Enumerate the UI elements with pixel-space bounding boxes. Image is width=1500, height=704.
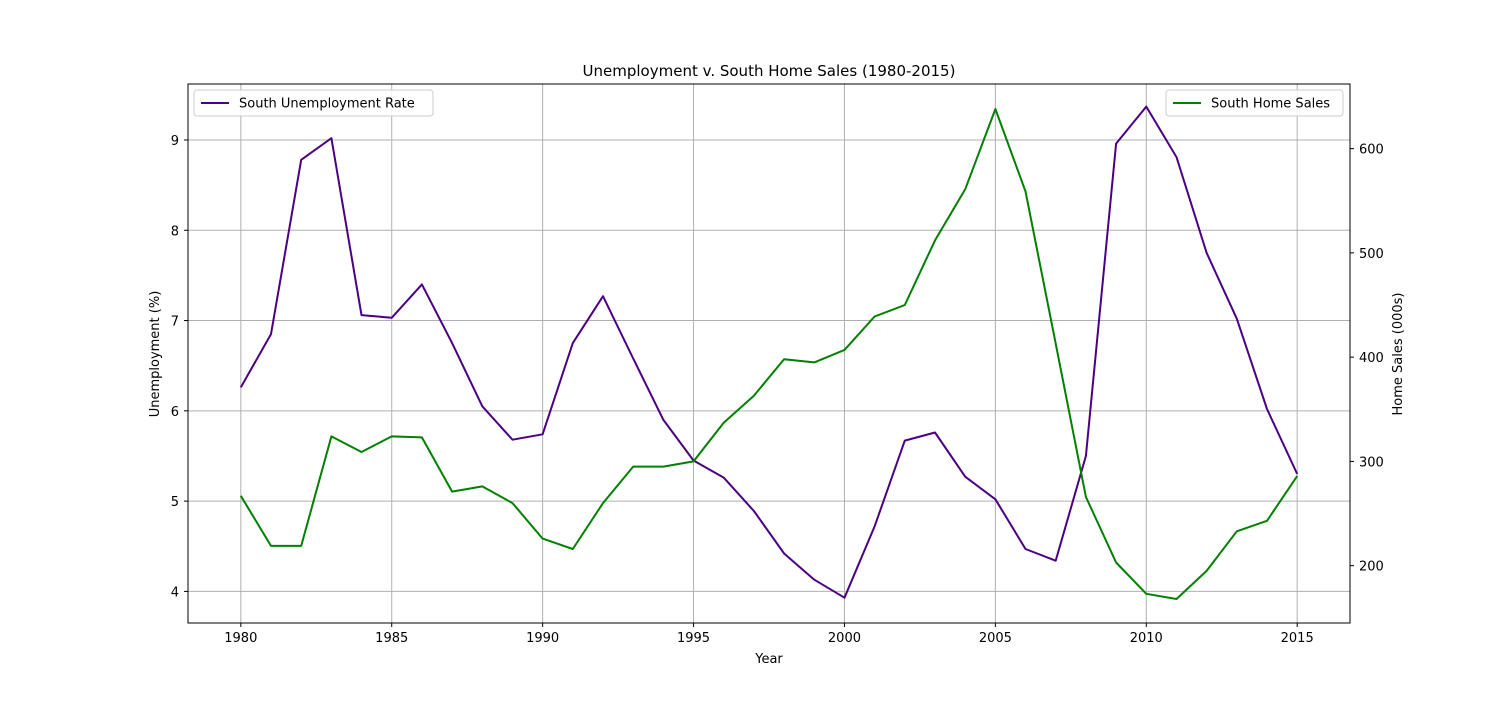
x-axis-label: Year [754, 652, 783, 667]
y-tick-label-4: 4 [171, 585, 179, 600]
grid-lines [188, 84, 1350, 623]
y-tick-label-9: 9 [171, 134, 179, 149]
chart-title: Unemployment v. South Home Sales (1980-2… [583, 62, 956, 80]
x-tick-label-1980: 1980 [224, 631, 257, 646]
y-axis-left-ticks: 4 5 6 7 8 9 [171, 134, 188, 600]
y-tick-label-6: 6 [171, 405, 179, 420]
x-tick-label-1985: 1985 [375, 631, 408, 646]
legend-label-home-sales: South Home Sales [1211, 97, 1330, 112]
series-line-home-sales [239, 108, 1299, 600]
y-tick-label-8: 8 [171, 224, 179, 239]
x-tick-label-1995: 1995 [677, 631, 710, 646]
x-axis-ticks: 1980 1985 1990 1995 2000 2005 2010 2015 [224, 623, 1314, 646]
x-tick-label-2000: 2000 [828, 631, 861, 646]
y-tick-label-5: 5 [171, 495, 179, 510]
x-tick-label-2015: 2015 [1281, 631, 1314, 646]
series-lines [239, 105, 1299, 600]
series-line-unemployment [239, 105, 1299, 599]
legend-label-unemployment: South Unemployment Rate [239, 97, 415, 112]
x-tick-label-1990: 1990 [526, 631, 559, 646]
y-axis-right-ticks: 200 300 400 500 600 [1350, 143, 1384, 575]
y-axis-label-right: Home Sales (000s) [1391, 293, 1406, 416]
legend-right: South Home Sales [1165, 89, 1344, 117]
y-right-tick-label-300: 300 [1359, 455, 1384, 470]
x-tick-label-2010: 2010 [1130, 631, 1163, 646]
y-axis-label-left: Unemployment (%) [148, 291, 163, 418]
y-right-tick-label-200: 200 [1359, 560, 1384, 575]
x-tick-label-2005: 2005 [979, 631, 1012, 646]
y-tick-label-7: 7 [171, 315, 179, 330]
plot-frame [187, 83, 1351, 624]
y-right-tick-label-400: 400 [1359, 351, 1384, 366]
y-right-tick-label-500: 500 [1359, 247, 1384, 262]
y-right-tick-label-600: 600 [1359, 143, 1384, 158]
legend-left: South Unemployment Rate [193, 89, 434, 117]
